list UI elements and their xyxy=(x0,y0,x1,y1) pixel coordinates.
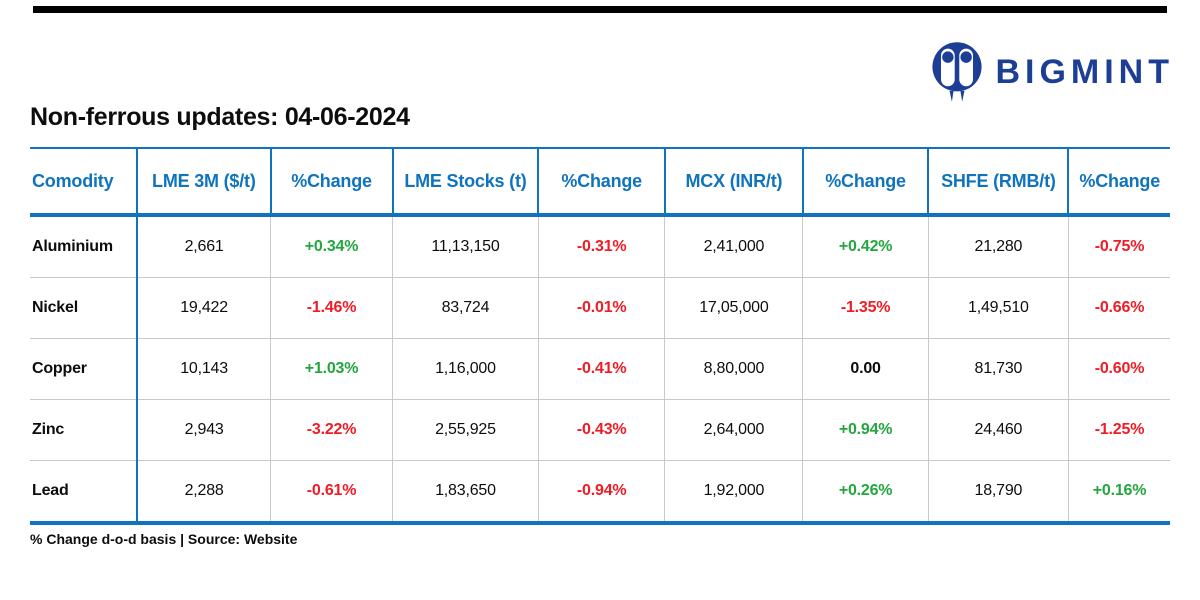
value-cell: 11,13,150 xyxy=(392,215,539,278)
value-cell: 2,661 xyxy=(136,215,271,278)
header-row: Comodity LME 3M ($/t) %Change LME Stocks… xyxy=(30,148,1170,217)
bigmint-people-icon xyxy=(932,42,983,102)
value-cell: 1,16,000 xyxy=(392,338,539,400)
pct-change-cell: +0.26% xyxy=(802,460,929,525)
commodity-name-cell: Copper xyxy=(30,338,138,400)
value-cell: 1,92,000 xyxy=(664,460,803,525)
value-cell: 81,730 xyxy=(927,338,1069,400)
nonferrous-table-wrap: Comodity LME 3M ($/t) %Change LME Stocks… xyxy=(30,147,1170,525)
pct-change-cell: +0.16% xyxy=(1067,460,1170,525)
pct-change-cell: -1.35% xyxy=(802,277,929,339)
col-header-mcx: MCX (INR/t) xyxy=(663,148,803,217)
pct-change-cell: -0.94% xyxy=(537,460,665,525)
value-cell: 2,41,000 xyxy=(664,215,803,278)
value-cell: 1,49,510 xyxy=(927,277,1069,339)
commodity-name-cell: Lead xyxy=(30,460,138,525)
value-cell: 10,143 xyxy=(136,338,271,400)
value-cell: 2,64,000 xyxy=(664,399,803,461)
pct-change-cell: -0.41% xyxy=(537,338,665,400)
page-title: Non-ferrous updates: 04-06-2024 xyxy=(30,103,410,131)
col-header-lme3m: LME 3M ($/t) xyxy=(136,148,271,217)
col-header-stocks-chg: %Change xyxy=(537,148,665,217)
value-cell: 21,280 xyxy=(927,215,1069,278)
footnote: % Change d-o-d basis | Source: Website xyxy=(30,531,298,547)
col-header-mcx-chg: %Change xyxy=(801,148,929,217)
table-row-zinc: Zinc 2,943 -3.22% 2,55,925 -0.43% 2,64,0… xyxy=(30,399,1170,461)
commodity-name-cell: Zinc xyxy=(30,399,138,461)
col-header-comodity: Comodity xyxy=(30,148,138,217)
value-cell: 24,460 xyxy=(927,399,1069,461)
pct-change-cell: -1.46% xyxy=(270,277,393,339)
pct-change-cell: +0.34% xyxy=(270,215,393,278)
value-cell: 8,80,000 xyxy=(664,338,803,400)
value-cell: 2,55,925 xyxy=(392,399,539,461)
pct-change-cell: -0.43% xyxy=(537,399,665,461)
table-row-copper: Copper 10,143 +1.03% 1,16,000 -0.41% 8,8… xyxy=(30,338,1170,400)
value-cell: 2,943 xyxy=(136,399,271,461)
bigmint-logo: BIGMINT xyxy=(928,40,1174,104)
value-cell: 17,05,000 xyxy=(664,277,803,339)
value-cell: 18,790 xyxy=(927,460,1069,525)
table-row-lead: Lead 2,288 -0.61% 1,83,650 -0.94% 1,92,0… xyxy=(30,460,1170,525)
commodity-name-cell: Aluminium xyxy=(32,238,113,255)
value-cell: 19,422 xyxy=(136,277,271,339)
pct-change-cell: -1.25% xyxy=(1067,399,1170,461)
col-header-shfe-chg: %Change xyxy=(1067,148,1170,217)
pct-change-cell: -0.61% xyxy=(270,460,393,525)
pct-change-cell: +0.42% xyxy=(802,215,929,278)
pct-change-cell: +1.03% xyxy=(270,338,393,400)
table-row-aluminium: Aluminium 2,661 +0.34% 11,13,150 -0.31% … xyxy=(30,215,1170,278)
commodity-name-cell: Nickel xyxy=(30,277,138,339)
col-header-lme3m-chg: %Change xyxy=(269,148,393,217)
pct-change-cell: +0.94% xyxy=(802,399,929,461)
pct-change-cell: -0.66% xyxy=(1067,277,1170,339)
pct-change-cell: -0.31% xyxy=(537,215,665,278)
nonferrous-price-table: Comodity LME 3M ($/t) %Change LME Stocks… xyxy=(30,147,1170,525)
top-black-bar xyxy=(33,6,1167,13)
pct-change-cell: -0.60% xyxy=(1067,338,1170,400)
col-header-lme-stocks: LME Stocks (t) xyxy=(391,148,539,217)
bigmint-wordmark: BIGMINT xyxy=(995,53,1174,91)
value-cell: 83,724 xyxy=(392,277,539,339)
pct-change-cell: 0.00 xyxy=(802,338,929,400)
value-cell: 2,288 xyxy=(136,460,271,525)
table-row-nickel: Nickel 19,422 -1.46% 83,724 -0.01% 17,05… xyxy=(30,277,1170,339)
pct-change-cell: -3.22% xyxy=(270,399,393,461)
pct-change-cell: -0.75% xyxy=(1067,215,1170,278)
col-header-shfe: SHFE (RMB/t) xyxy=(927,148,1069,217)
value-cell: 1,83,650 xyxy=(392,460,539,525)
pct-change-cell: -0.01% xyxy=(537,277,665,339)
